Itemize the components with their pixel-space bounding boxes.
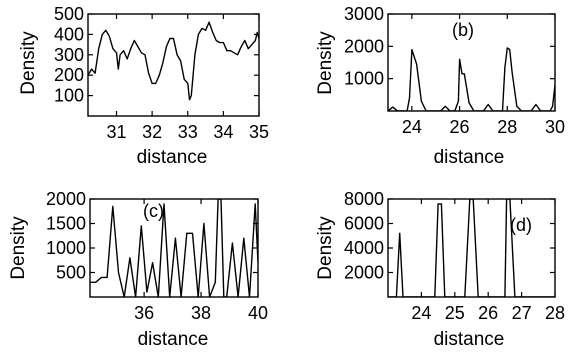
x-tick-label: 27	[512, 303, 532, 323]
x-tick-label: 26	[478, 303, 498, 323]
y-tick-label: 8000	[344, 189, 384, 209]
x-tick-label: 24	[402, 117, 422, 137]
x-tick-label: 36	[134, 303, 154, 323]
y-tick-label: 500	[56, 263, 86, 283]
y-tick-label: 500	[54, 4, 84, 24]
x-tick-label: 31	[106, 122, 126, 142]
plot-frame	[87, 13, 260, 117]
x-tick-label: 32	[142, 122, 162, 142]
y-axis-title: Density	[315, 216, 336, 280]
y-tick-label: 2000	[46, 189, 86, 209]
y-tick-label: 200	[54, 65, 84, 85]
x-tick-label: 33	[178, 122, 198, 142]
y-tick-label: 2000	[344, 36, 384, 56]
y-tick-label: 6000	[344, 214, 384, 234]
x-tick-label: 38	[191, 303, 211, 323]
panel-label: (b)	[452, 20, 474, 40]
x-tick-label: 28	[545, 303, 565, 323]
x-tick-label: 26	[450, 117, 470, 137]
y-tick-label: 100	[54, 86, 84, 106]
panel-d: 24 25 26 27 28 2000 4000 6000 8000 distance Densit…	[315, 189, 565, 350]
x-tick-label: 34	[213, 122, 233, 142]
panel-label: (c)	[143, 201, 164, 221]
series-line	[388, 199, 555, 297]
x-tick-label: 40	[248, 303, 268, 323]
series-line	[88, 21, 259, 101]
plot-frame	[387, 198, 556, 298]
y-tick-label: 1000	[46, 238, 86, 258]
y-tick-label: 1500	[46, 214, 86, 234]
y-tick-label: 4000	[344, 238, 384, 258]
y-tick-label: 2000	[344, 263, 384, 283]
x-tick-label: 24	[411, 303, 431, 323]
y-axis-title: Density	[18, 31, 39, 95]
y-tick-label: 1000	[344, 69, 384, 89]
x-axis-title: distance	[138, 329, 209, 350]
plot-frame	[387, 13, 556, 112]
x-axis-title: distance	[434, 329, 505, 350]
panel-b: 24 26 28 30 1000 2000 3000 distance Density (b)	[315, 4, 565, 168]
y-axis-title: Density	[8, 216, 29, 280]
x-tick-label: 28	[497, 117, 517, 137]
panel-c: 36 38 40 500 1000 1500 2000 distance Density (c)	[8, 189, 268, 350]
series-line	[90, 199, 258, 297]
series-line	[388, 47, 555, 111]
x-axis-title: distance	[137, 147, 208, 168]
x-axis-title: distance	[434, 147, 505, 168]
x-tick-label: 25	[445, 303, 465, 323]
panel-label: (d)	[510, 215, 532, 235]
y-tick-label: 300	[54, 45, 84, 65]
x-tick-label: 35	[249, 122, 269, 142]
y-axis-title: Density	[315, 31, 336, 95]
y-tick-label: 400	[54, 24, 84, 44]
x-tick-label: 30	[545, 117, 565, 137]
y-tick-label: 3000	[344, 4, 384, 24]
